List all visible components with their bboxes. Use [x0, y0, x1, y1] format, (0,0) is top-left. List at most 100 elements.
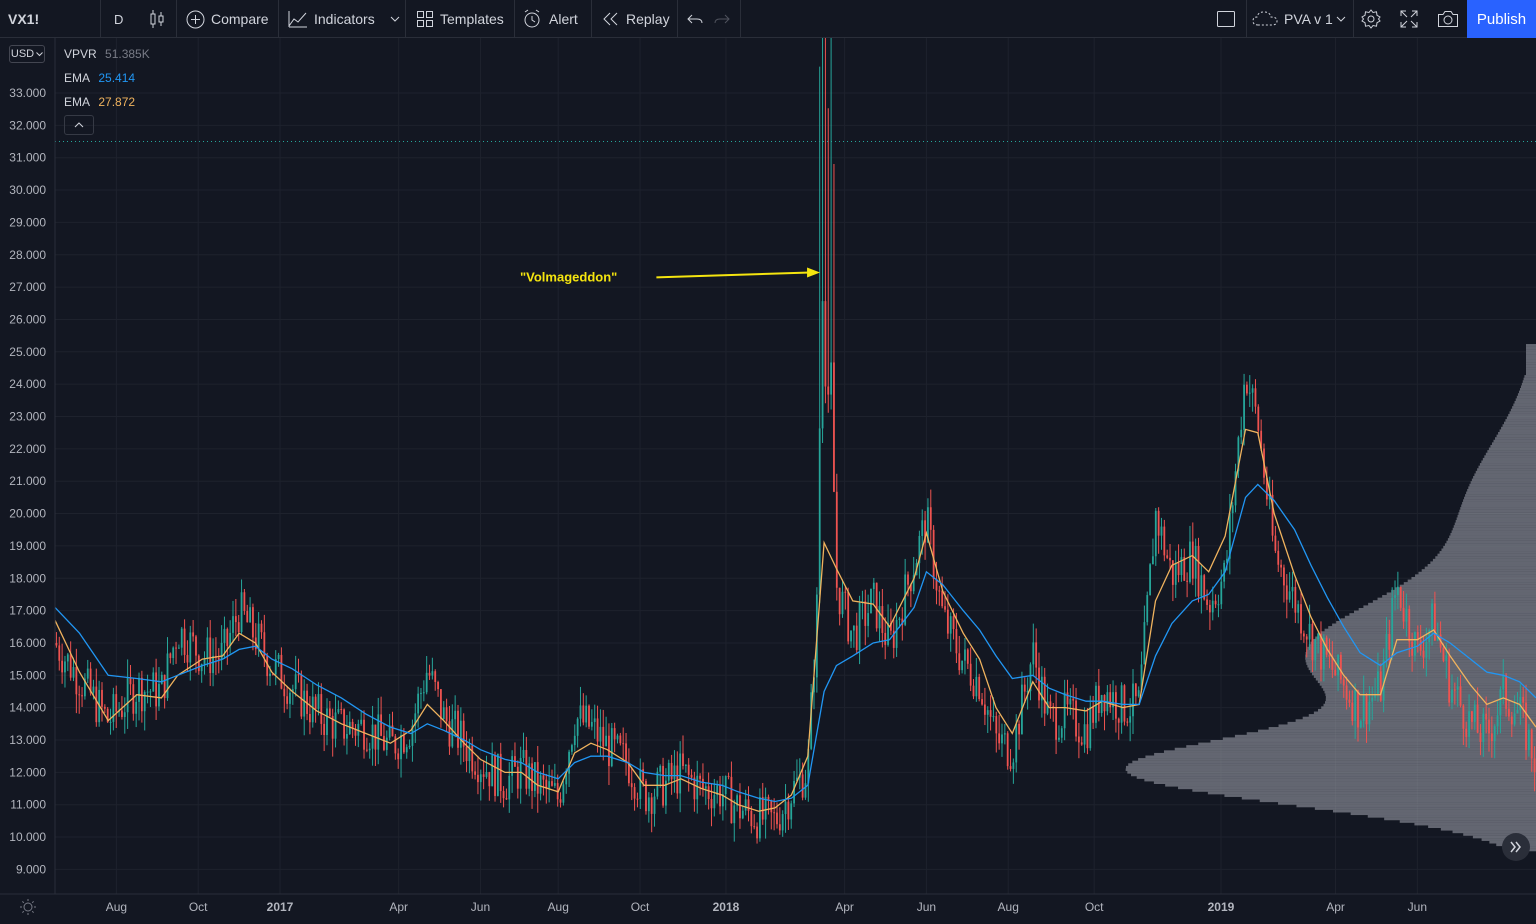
candle-body — [1402, 607, 1405, 622]
candle-body — [143, 691, 146, 712]
candle-body — [1416, 632, 1419, 641]
replay-button[interactable]: Replay — [602, 0, 670, 38]
candle-body — [1496, 715, 1499, 727]
indicators-button[interactable]: Indicators — [288, 0, 375, 38]
publish-button[interactable]: Publish — [1467, 0, 1536, 38]
candle-body — [690, 774, 693, 778]
volume-profile-bar — [1451, 530, 1536, 533]
interval-button[interactable]: D — [114, 11, 124, 27]
candle-body — [306, 690, 308, 714]
candle-body — [918, 535, 921, 564]
candle-body — [927, 507, 929, 543]
candle-body — [1453, 689, 1456, 691]
volume-profile-bar — [1526, 356, 1536, 360]
candle-body — [562, 784, 565, 803]
candle-body — [1003, 733, 1006, 735]
candle-body — [807, 748, 810, 784]
layout-dropdown[interactable] — [1336, 0, 1352, 38]
candle-body — [699, 775, 701, 779]
candle-body — [989, 710, 992, 717]
fullscreen-button[interactable] — [1400, 0, 1424, 38]
candle-body — [647, 797, 650, 812]
rewind-icon — [603, 12, 618, 26]
settings-button[interactable] — [1361, 0, 1387, 38]
candle-body — [875, 582, 878, 629]
volume-profile-bar — [1463, 833, 1536, 836]
legend-vpvr-value: 51.385K — [105, 47, 150, 61]
candle-body — [1340, 654, 1342, 680]
candle-body — [878, 606, 881, 629]
candle-body — [95, 686, 98, 723]
undo-button[interactable] — [687, 0, 709, 38]
volume-profile-bar — [1479, 463, 1536, 466]
volume-profile-bar — [1384, 817, 1536, 821]
volume-profile-bar — [1468, 486, 1536, 489]
candle-body — [252, 607, 254, 638]
layout-select-button[interactable] — [1216, 0, 1242, 38]
candle-body — [1160, 526, 1163, 536]
x-tick-label: Oct — [1085, 900, 1104, 914]
y-tick-label: 19.000 — [9, 539, 46, 553]
time-axis[interactable]: Aug Oct 2017 Apr Jun Aug Oct 2018 Apr Jun Aug Oct 20… — [106, 900, 1427, 914]
price-axis[interactable]: 33.000 32.000 31.000 30.000 29.000 28.000 27.0… — [9, 86, 46, 876]
legend-collapse-button[interactable] — [64, 115, 94, 135]
candle-body — [1445, 655, 1448, 661]
volume-profile-bar — [1368, 602, 1536, 606]
candle-body — [1100, 695, 1103, 713]
volume-profile-bar — [1278, 802, 1536, 805]
legend-ema-1[interactable]: EMA 25.414 — [64, 71, 135, 85]
chart-style-button[interactable] — [148, 0, 172, 38]
candle-body — [559, 799, 562, 803]
candle-body — [380, 714, 383, 736]
candle-body — [750, 810, 753, 827]
price-chart[interactable]: "Volmageddon" 33.000 32.000 31.000 30.000 29… — [0, 38, 1536, 924]
volume-profile-bar — [1428, 825, 1536, 828]
candle-body — [1032, 642, 1035, 665]
currency-label: USD — [10, 48, 35, 60]
volume-profile-bar — [1207, 791, 1536, 795]
layout-name-button[interactable]: PVA v 1 — [1252, 0, 1333, 38]
indicators-dropdown[interactable] — [390, 0, 406, 38]
templates-button[interactable]: Templates — [416, 0, 504, 38]
redo-button[interactable] — [714, 0, 736, 38]
legend-ema-2[interactable]: EMA 27.872 — [64, 95, 135, 109]
candle-body — [753, 826, 756, 828]
candle-body — [394, 736, 397, 754]
currency-select[interactable]: USD — [9, 45, 45, 63]
candle-body — [596, 718, 599, 742]
candle-body — [1046, 701, 1049, 714]
y-tick-label: 30.000 — [9, 183, 46, 197]
symbol-search[interactable]: VX1! — [8, 11, 40, 27]
candle-body — [941, 590, 944, 607]
snapshot-button[interactable] — [1437, 0, 1465, 38]
candle-body — [539, 775, 542, 794]
scroll-to-realtime-button[interactable] — [1502, 833, 1530, 861]
candle-body — [1140, 664, 1143, 691]
volume-profile-bar — [1344, 615, 1536, 619]
candle-body — [1277, 550, 1280, 565]
alert-button[interactable]: Alert — [523, 0, 578, 38]
candle-body — [1254, 388, 1257, 407]
candle-body — [1197, 545, 1200, 597]
candle-body — [1146, 595, 1149, 623]
volume-profile-bar — [1495, 437, 1536, 440]
legend-vpvr[interactable]: VPVR 51.385K — [64, 47, 150, 61]
chevron-up-icon — [74, 122, 84, 128]
volume-profile-bar — [1473, 476, 1536, 479]
settings-sun-icon[interactable] — [20, 899, 36, 915]
candle-body — [758, 797, 761, 839]
candle-body — [736, 795, 739, 806]
candle-body — [1043, 676, 1046, 714]
compare-button[interactable]: Compare — [186, 0, 269, 38]
candle-body — [1513, 713, 1516, 725]
candle-body — [1394, 595, 1396, 598]
volume-profile-bar — [1349, 613, 1536, 616]
candle-body — [776, 812, 778, 825]
candle-body — [1117, 718, 1120, 723]
candle-body — [1354, 690, 1357, 721]
candle-body — [1026, 691, 1029, 693]
volume-profile-bar — [1439, 551, 1536, 554]
candle-body — [739, 795, 741, 819]
volume-profile-bar — [1305, 657, 1536, 660]
candle-body — [531, 763, 533, 791]
